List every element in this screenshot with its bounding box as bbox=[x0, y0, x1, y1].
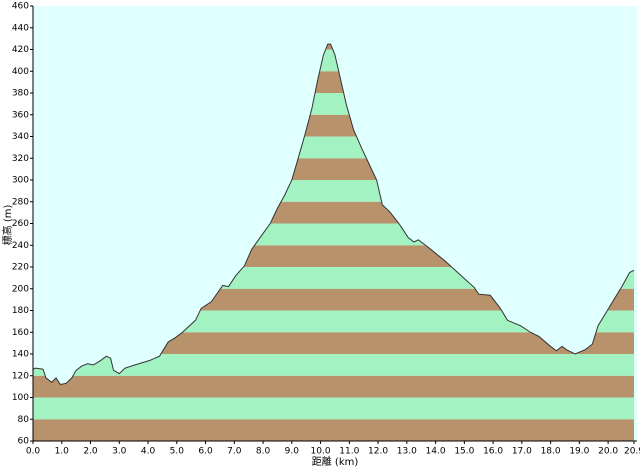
x-tick-label: 0.0 bbox=[26, 447, 41, 457]
x-tick-label: 8.0 bbox=[256, 447, 271, 457]
x-tick-label: 3.0 bbox=[112, 447, 127, 457]
y-tick-label: 380 bbox=[12, 89, 29, 99]
x-tick-label: 7.0 bbox=[227, 447, 242, 457]
x-tick-label: 11.0 bbox=[339, 447, 359, 457]
x-tick-label: 2.0 bbox=[83, 447, 98, 457]
y-tick-label: 460 bbox=[12, 2, 29, 12]
x-tick-label: 20.9 bbox=[624, 447, 640, 457]
x-tick-label: 9.0 bbox=[285, 447, 300, 457]
y-tick-label: 60 bbox=[18, 437, 30, 447]
x-tick-label: 14.0 bbox=[426, 447, 446, 457]
y-tick-label: 140 bbox=[12, 350, 29, 360]
elevation-band bbox=[33, 397, 634, 420]
y-tick-label: 120 bbox=[12, 371, 29, 381]
y-tick-label: 280 bbox=[12, 197, 29, 207]
x-tick-label: 4.0 bbox=[141, 447, 156, 457]
x-axis-label: 距離 (km) bbox=[312, 455, 359, 468]
y-tick-label: 180 bbox=[12, 306, 29, 316]
elevation-band bbox=[33, 354, 634, 376]
x-tick-label: 20.0 bbox=[598, 447, 618, 457]
x-tick-label: 15.0 bbox=[454, 447, 474, 457]
y-tick-label: 240 bbox=[12, 241, 29, 251]
elevation-band bbox=[33, 332, 634, 354]
y-tick-label: 220 bbox=[12, 263, 29, 273]
y-tick-label: 360 bbox=[12, 110, 29, 120]
x-tick-label: 6.0 bbox=[198, 447, 213, 457]
x-tick-label: 19.0 bbox=[569, 447, 589, 457]
y-tick-label: 340 bbox=[12, 132, 29, 142]
x-tick-label: 17.0 bbox=[512, 447, 532, 457]
x-tick-label: 10.0 bbox=[311, 447, 331, 457]
y-tick-label: 300 bbox=[12, 176, 29, 186]
elevation-band bbox=[33, 419, 634, 441]
y-tick-label: 440 bbox=[12, 23, 29, 33]
y-tick-label: 320 bbox=[12, 154, 29, 164]
y-tick-label: 100 bbox=[12, 393, 29, 403]
y-tick-label: 260 bbox=[12, 219, 29, 229]
x-tick-label: 5.0 bbox=[170, 447, 185, 457]
x-tick-label: 1.0 bbox=[55, 447, 70, 457]
x-tick-label: 12.0 bbox=[368, 447, 388, 457]
elevation-band bbox=[33, 375, 634, 398]
y-axis-label: 標高 (m) bbox=[1, 205, 14, 246]
elevation-line bbox=[32, 43, 635, 386]
y-tick-label: 200 bbox=[12, 284, 29, 294]
y-tick-label: 400 bbox=[12, 67, 29, 77]
y-tick-label: 420 bbox=[12, 45, 29, 55]
x-tick-label: 16.0 bbox=[483, 447, 503, 457]
x-tick-label: 13.0 bbox=[397, 447, 417, 457]
x-tick-label: 18.0 bbox=[541, 447, 561, 457]
y-tick-label: 80 bbox=[18, 415, 30, 425]
y-tick-label: 160 bbox=[12, 328, 29, 338]
